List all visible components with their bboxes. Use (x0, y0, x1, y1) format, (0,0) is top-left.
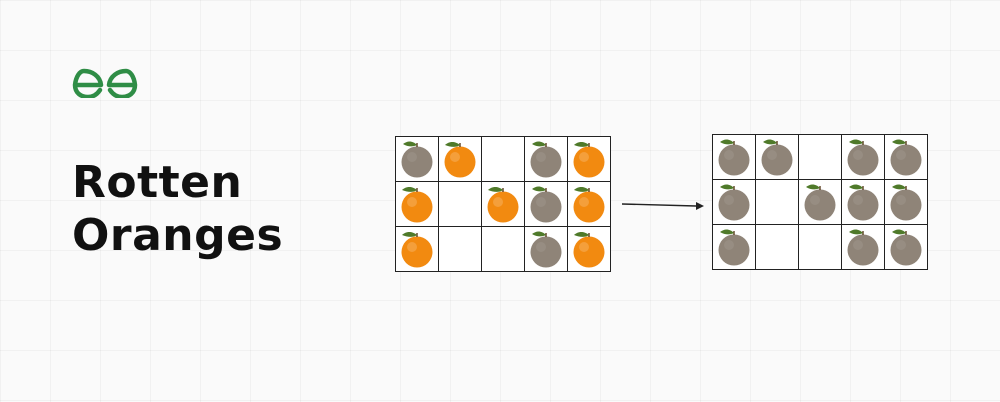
initial-grid-cell-r1-c1 (396, 137, 439, 182)
initial-grid-cell-r2-c4 (525, 182, 568, 227)
final-grid (712, 134, 928, 270)
final-grid-cell-r3-c5 (885, 225, 928, 270)
final-grid-cell-r2-c3 (799, 180, 842, 225)
rotten-orange-icon (530, 141, 562, 178)
fresh-orange-icon (401, 186, 433, 223)
title-line-2: Oranges (72, 210, 284, 261)
final-grid-cell-r2-c1 (713, 180, 756, 225)
initial-grid-cell-r2-c1 (396, 182, 439, 227)
final-grid-cell-r3-c2 (756, 225, 799, 270)
initial-grid (395, 136, 611, 272)
final-grid-cell-r1-c3 (799, 135, 842, 180)
final-grid-cell-r1-c4 (842, 135, 885, 180)
initial-grid-cell-r2-c2 (439, 182, 482, 227)
final-grid-cell-r3-c3 (799, 225, 842, 270)
rotten-orange-icon (401, 141, 433, 178)
rotten-orange-icon (804, 184, 836, 221)
initial-grid-cell-r1-c3 (482, 137, 525, 182)
final-grid-cell-r1-c2 (756, 135, 799, 180)
initial-grid-cell-r1-c5 (568, 137, 611, 182)
rotten-orange-icon (718, 229, 750, 266)
rotten-orange-icon (890, 139, 922, 176)
rotten-orange-icon (847, 184, 879, 221)
rotten-orange-icon (890, 184, 922, 221)
final-grid-cell-r2-c5 (885, 180, 928, 225)
page-title: Rotten Oranges (72, 156, 283, 262)
initial-grid-cell-r1-c2 (439, 137, 482, 182)
initial-grid-cell-r3-c1 (396, 227, 439, 272)
title-line-1: Rotten (72, 157, 243, 208)
right-arrow-icon (621, 202, 704, 210)
rotten-orange-icon (530, 231, 562, 268)
final-grid-cell-r1-c1 (713, 135, 756, 180)
rotten-orange-icon (847, 139, 879, 176)
rotten-orange-icon (847, 229, 879, 266)
rotten-orange-icon (890, 229, 922, 266)
fresh-orange-icon (573, 186, 605, 223)
fresh-orange-icon (487, 186, 519, 223)
initial-grid-cell-r3-c2 (439, 227, 482, 272)
initial-grid-cell-r2-c3 (482, 182, 525, 227)
rotten-orange-icon (718, 139, 750, 176)
fresh-orange-icon (573, 141, 605, 178)
initial-grid-cell-r3-c5 (568, 227, 611, 272)
initial-grid-cell-r3-c4 (525, 227, 568, 272)
initial-grid-cell-r2-c5 (568, 182, 611, 227)
initial-grid-cell-r1-c4 (525, 137, 568, 182)
final-grid-cell-r3-c4 (842, 225, 885, 270)
rotten-orange-icon (761, 139, 793, 176)
final-grid-cell-r3-c1 (713, 225, 756, 270)
rotten-orange-icon (718, 184, 750, 221)
final-grid-cell-r2-c4 (842, 180, 885, 225)
final-grid-cell-r1-c5 (885, 135, 928, 180)
fresh-orange-icon (444, 141, 476, 178)
rotten-orange-icon (530, 186, 562, 223)
fresh-orange-icon (401, 231, 433, 268)
initial-grid-cell-r3-c3 (482, 227, 525, 272)
final-grid-cell-r2-c2 (756, 180, 799, 225)
geeksforgeeks-logo-icon (72, 68, 138, 98)
fresh-orange-icon (573, 231, 605, 268)
